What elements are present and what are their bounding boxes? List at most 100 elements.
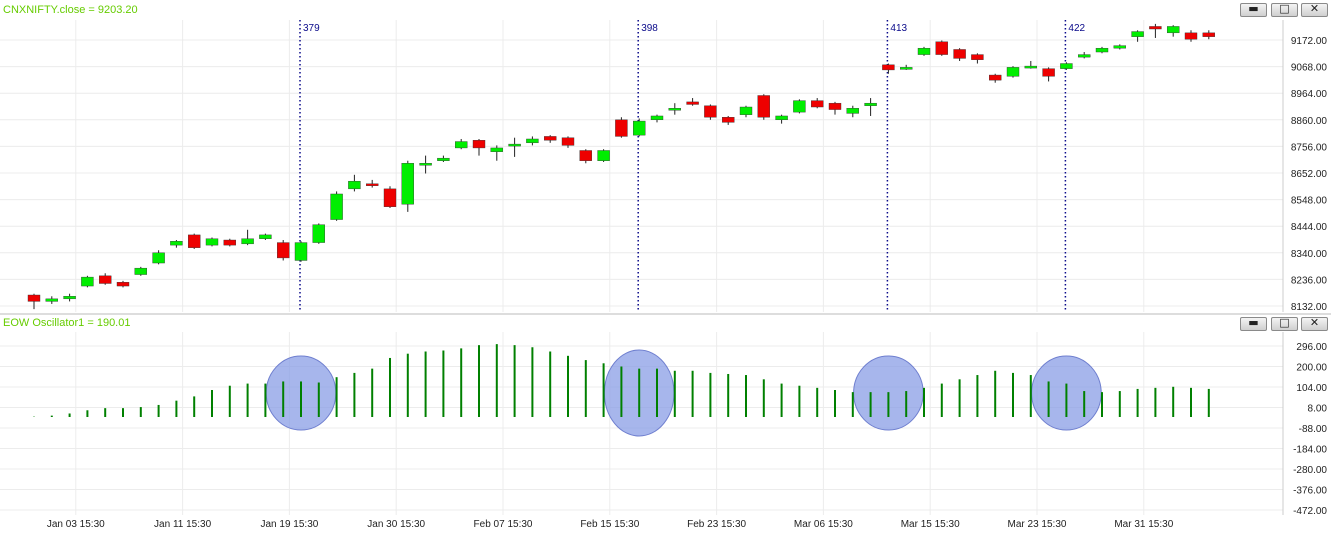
candle-down — [953, 49, 966, 59]
candle-down — [704, 105, 717, 118]
candle-up — [900, 67, 913, 70]
osc-y-tick-label: -88.00 — [1299, 424, 1328, 435]
candle-down — [722, 117, 735, 123]
x-tick-label: Jan 30 15:30 — [367, 519, 425, 530]
price-gridlines — [0, 20, 1283, 312]
osc-y-tick-label: -280.00 — [1293, 465, 1327, 476]
candle-up — [312, 224, 325, 243]
price-y-tick-label: 9172.00 — [1291, 36, 1328, 47]
oscillator-panel-title: EOW Oscillator1 = 190.01 — [3, 317, 130, 329]
x-tick-label: Mar 23 15:30 — [1008, 519, 1067, 530]
price-y-tick-label: 8964.00 — [1291, 89, 1328, 100]
price-y-tick-label: 9068.00 — [1291, 63, 1328, 74]
price-y-tick-label: 8236.00 — [1291, 275, 1328, 286]
candle-up — [437, 157, 450, 161]
candle-down — [971, 54, 984, 60]
osc-y-tick-label: -184.00 — [1293, 445, 1327, 456]
candle-up — [526, 138, 539, 144]
candle-up — [348, 180, 361, 190]
osc-restore-button[interactable]: □ — [1271, 316, 1298, 331]
osc-y-tick-label: -472.00 — [1293, 506, 1327, 517]
candle-up — [633, 120, 646, 136]
osc-minimize-button[interactable]: ▬ — [1240, 316, 1267, 331]
restore-icon: □ — [1279, 2, 1290, 15]
candle-up — [1077, 54, 1091, 58]
candle-up — [419, 163, 432, 166]
candle-up — [775, 115, 788, 121]
candle-up — [1024, 65, 1038, 69]
candle-up — [170, 241, 183, 246]
price-close-button[interactable]: ✕ — [1301, 2, 1328, 17]
osc-y-tick-label: 296.00 — [1296, 342, 1327, 353]
price-restore-button[interactable]: □ — [1271, 2, 1298, 17]
candle-down — [579, 150, 592, 161]
candle-down — [686, 101, 699, 105]
candle-up — [739, 106, 753, 115]
event-marker-label: 413 — [890, 23, 907, 34]
minimize-icon: ▬ — [1248, 2, 1259, 15]
event-marker-label: 398 — [641, 23, 658, 34]
price-minimize-button[interactable]: ▬ — [1240, 2, 1267, 17]
osc-y-tick-label: 104.00 — [1296, 383, 1327, 394]
candle-up — [45, 298, 58, 302]
candle-down — [277, 242, 290, 259]
x-tick-label: Jan 19 15:30 — [260, 519, 318, 530]
candle-up — [330, 193, 343, 220]
candle-down — [544, 136, 557, 141]
x-tick-label: Mar 31 15:30 — [1114, 519, 1173, 530]
candle-up — [401, 163, 414, 205]
event-markers: 379 398 413 422 — [299, 20, 1086, 312]
candle-down — [1202, 32, 1216, 37]
candle-up — [1060, 63, 1073, 69]
candle-up — [793, 100, 806, 113]
candle-up — [134, 267, 148, 275]
price-y-tick-label: 8444.00 — [1291, 222, 1328, 233]
candle-down — [1042, 68, 1055, 77]
candle-down — [187, 234, 201, 248]
osc-close-button[interactable]: ✕ — [1301, 316, 1328, 331]
candle-up — [205, 238, 219, 246]
price-y-tick-label: 8860.00 — [1291, 116, 1328, 127]
highlight-ellipses — [265, 349, 1102, 437]
candle-up — [508, 143, 521, 147]
price-y-tick-label: 8340.00 — [1291, 249, 1328, 260]
candle-down — [116, 282, 130, 287]
candle-down — [1184, 32, 1198, 40]
restore-icon: □ — [1279, 316, 1290, 329]
candle-up — [1006, 67, 1020, 77]
oscillator-y-axis: 296.00 200.00 104.00 8.00 -88.00 -184.00 -280.… — [1293, 342, 1327, 517]
candle-down — [828, 102, 842, 110]
candle-down — [27, 294, 41, 302]
candle-up — [241, 238, 254, 245]
candle-up — [597, 150, 610, 161]
price-y-tick-label: 8548.00 — [1291, 196, 1328, 207]
price-y-tick-label: 8132.00 — [1291, 302, 1328, 313]
minimize-icon: ▬ — [1248, 316, 1259, 329]
candle-up — [864, 102, 877, 106]
candle-down — [757, 95, 770, 118]
candle-up — [1113, 45, 1127, 49]
candle-up — [63, 296, 76, 300]
x-tick-label: Jan 11 15:30 — [154, 519, 212, 530]
candle-down — [366, 183, 379, 186]
candle-down — [615, 119, 628, 137]
x-tick-label: Feb 15 15:30 — [580, 519, 639, 530]
candle-up — [259, 234, 272, 239]
candle-down — [882, 64, 895, 71]
time-x-axis: Jan 03 15:30 Jan 11 15:30 Jan 19 15:30 Jan … — [47, 519, 1174, 530]
oscillator-bars — [33, 344, 1210, 417]
candle-up — [294, 242, 308, 261]
price-panel-title: CNXNIFTY.close = 9203.20 — [3, 4, 138, 16]
x-tick-label: Mar 06 15:30 — [794, 519, 853, 530]
osc-y-tick-label: -376.00 — [1293, 486, 1327, 497]
candle-down — [98, 275, 112, 284]
candle-down — [383, 188, 397, 207]
price-y-axis: 9172.00 9068.00 8964.00 8860.00 8756.00 8652.… — [1291, 36, 1328, 313]
close-icon: ✕ — [1309, 316, 1320, 329]
candle-down — [989, 74, 1002, 81]
candle-up — [455, 141, 468, 149]
osc-y-tick-label: 8.00 — [1308, 404, 1328, 415]
price-panel: 379 398 413 422 9172.00 9068.00 8964.00 8860.0… — [0, 20, 1327, 313]
candle-up — [1131, 31, 1144, 37]
